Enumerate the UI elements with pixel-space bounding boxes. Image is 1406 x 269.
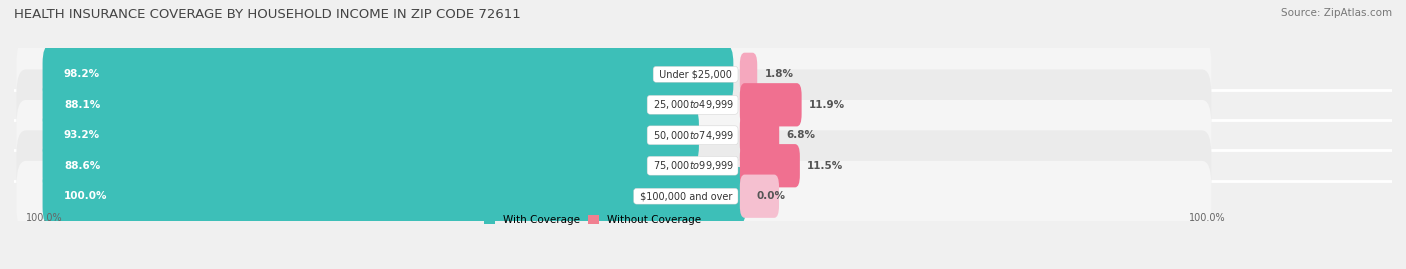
Text: Under $25,000: Under $25,000 <box>657 69 735 79</box>
Text: 11.5%: 11.5% <box>807 161 844 171</box>
FancyBboxPatch shape <box>17 100 1212 171</box>
FancyBboxPatch shape <box>740 114 779 157</box>
Text: 100.0%: 100.0% <box>1189 213 1226 223</box>
Text: 6.8%: 6.8% <box>786 130 815 140</box>
Text: 100.0%: 100.0% <box>25 213 62 223</box>
Text: 1.8%: 1.8% <box>765 69 793 79</box>
FancyBboxPatch shape <box>740 144 800 187</box>
Text: 11.9%: 11.9% <box>808 100 845 110</box>
Text: $25,000 to $49,999: $25,000 to $49,999 <box>650 98 735 111</box>
FancyBboxPatch shape <box>42 106 699 165</box>
Text: 88.6%: 88.6% <box>63 161 100 171</box>
Text: 93.2%: 93.2% <box>63 130 100 140</box>
FancyBboxPatch shape <box>42 45 734 104</box>
FancyBboxPatch shape <box>17 130 1212 201</box>
FancyBboxPatch shape <box>17 161 1212 232</box>
FancyBboxPatch shape <box>740 175 779 218</box>
Text: 100.0%: 100.0% <box>63 191 107 201</box>
Text: $50,000 to $74,999: $50,000 to $74,999 <box>650 129 735 142</box>
FancyBboxPatch shape <box>740 53 758 96</box>
FancyBboxPatch shape <box>17 69 1212 140</box>
Text: 88.1%: 88.1% <box>63 100 100 110</box>
FancyBboxPatch shape <box>42 76 664 134</box>
Text: 98.2%: 98.2% <box>63 69 100 79</box>
FancyBboxPatch shape <box>42 167 745 225</box>
Text: 0.0%: 0.0% <box>756 191 786 201</box>
FancyBboxPatch shape <box>740 83 801 126</box>
Text: HEALTH INSURANCE COVERAGE BY HOUSEHOLD INCOME IN ZIP CODE 72611: HEALTH INSURANCE COVERAGE BY HOUSEHOLD I… <box>14 8 520 21</box>
Legend: With Coverage, Without Coverage: With Coverage, Without Coverage <box>479 211 706 229</box>
Text: $75,000 to $99,999: $75,000 to $99,999 <box>650 159 735 172</box>
Text: Source: ZipAtlas.com: Source: ZipAtlas.com <box>1281 8 1392 18</box>
Text: $100,000 and over: $100,000 and over <box>637 191 735 201</box>
FancyBboxPatch shape <box>17 39 1212 110</box>
FancyBboxPatch shape <box>42 136 668 195</box>
